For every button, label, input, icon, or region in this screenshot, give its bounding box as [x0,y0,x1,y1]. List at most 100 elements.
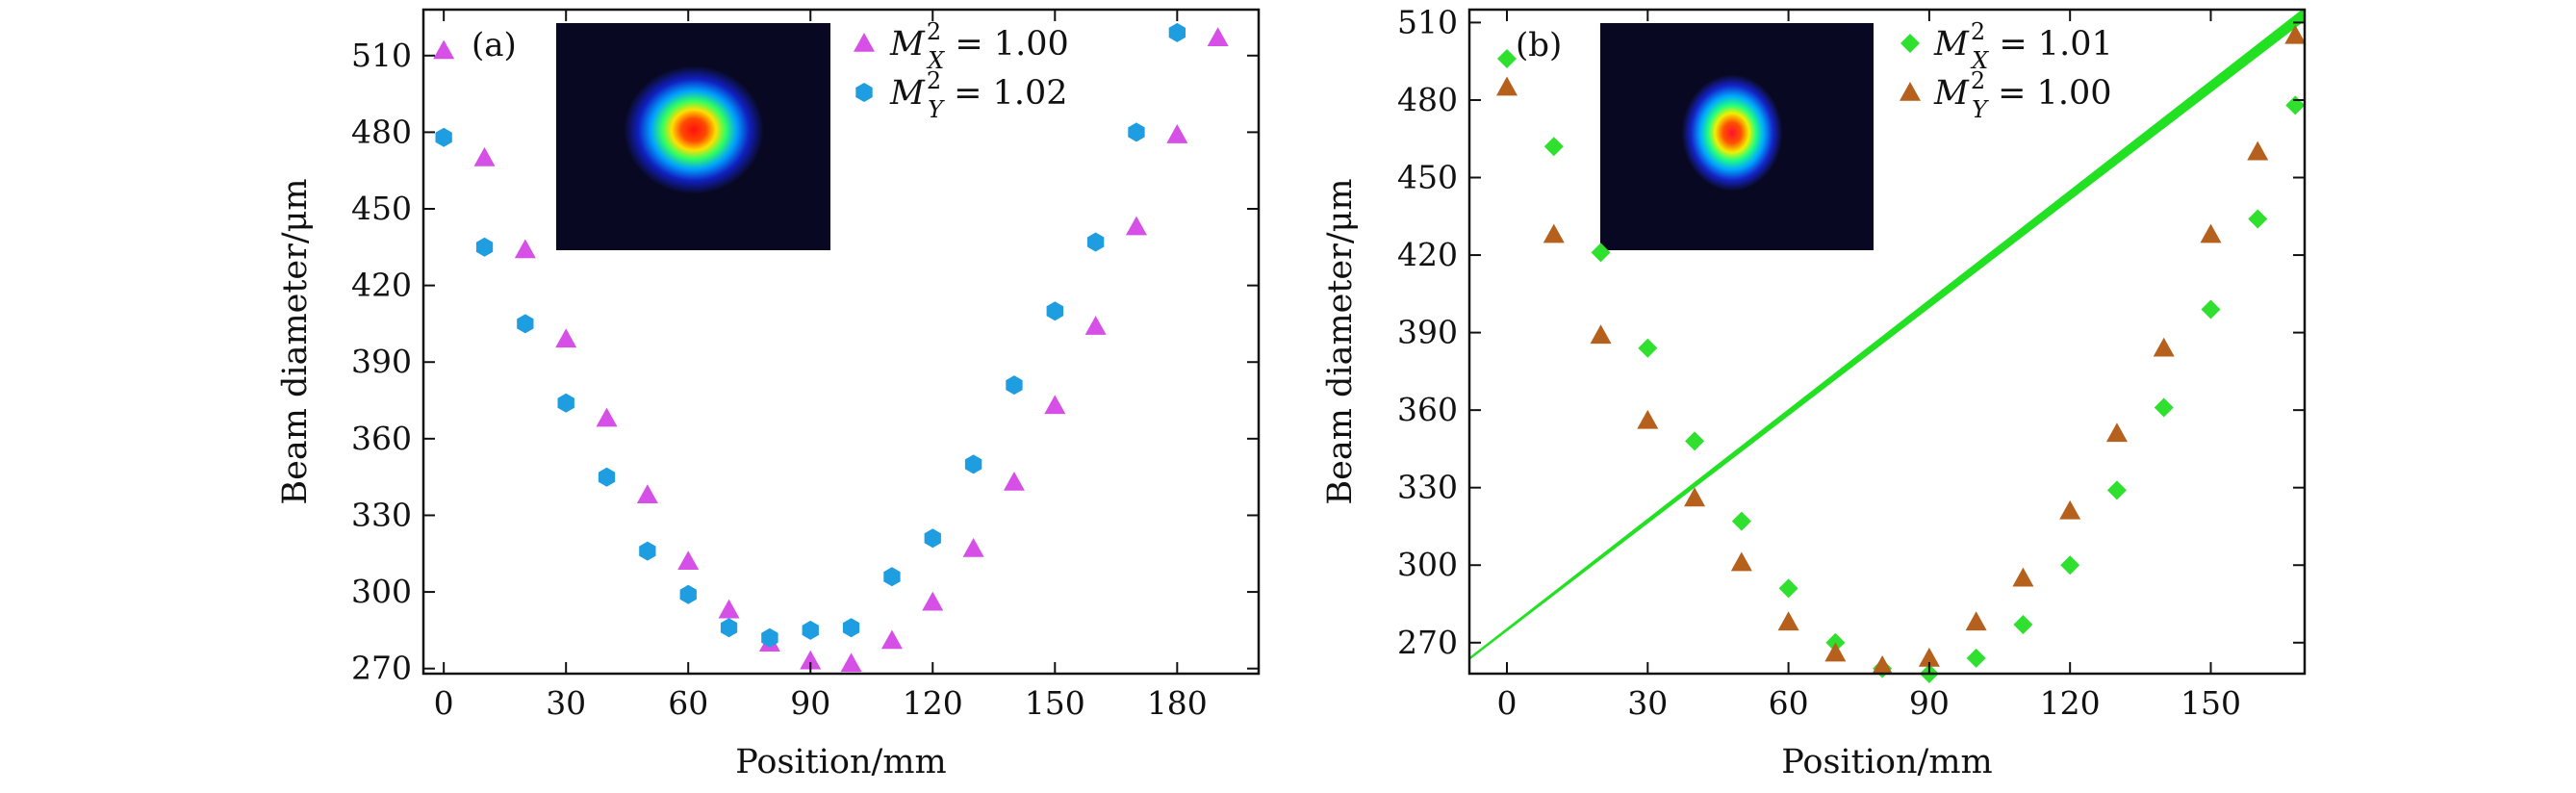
data-point-a-m2x-90 [800,650,822,670]
y-tick-label-b-300: 300 [1397,546,1458,583]
data-point-a-m2y-10 [475,237,494,257]
data-point-b-m2x-100 [1966,648,1986,668]
y-tick-label-a-360: 360 [351,420,412,457]
legend-entry-a-mx: M2 X = 1.00 [854,18,1069,74]
data-point-a-m2y-100 [842,618,860,638]
y-tick-label-b-330: 330 [1397,469,1458,506]
x-tick-label-a-120: 120 [903,684,963,722]
x-tick-label-a-60: 60 [668,684,708,722]
legend-entry-a-my: M2 Y = 1.02 [855,67,1067,123]
data-point-a-m2y-80 [761,627,778,648]
plot-frame-b [1467,8,2307,676]
data-point-a-m2x-110 [880,629,903,650]
data-point-a-m2y-70 [720,618,738,638]
data-point-a-m2y-140 [1006,375,1023,396]
data-point-b-m2x-150 [2201,299,2221,320]
y-tick-label-a-480: 480 [351,113,412,150]
data-point-b-m2y-20 [1590,324,1612,345]
data-point-b-m2x-168 [2285,95,2306,115]
data-point-b-m2y-50 [1730,551,1752,572]
x-tick-label-b-60: 60 [1769,684,1809,722]
y-tick-label-b-390: 390 [1397,314,1458,351]
x-tick-label-b-90: 90 [1909,684,1950,722]
panel-label-b: (b) [1516,26,1562,64]
data-point-b-m2y-30 [1637,409,1659,429]
svg-text:M2Y = 1.00: M2 Y = 1.00 [1933,67,2111,123]
data-point-b-m2y-0 [1496,76,1518,96]
data-point-a-m2x-0 [433,39,455,60]
y-tick-label-a-510: 510 [351,37,412,74]
data-point-b-m2y-10 [1543,223,1565,243]
data-point-b-m2x-50 [1731,511,1751,531]
data-point-b-m2y-150 [2200,223,2222,243]
data-point-a-m2y-50 [639,541,656,561]
x-tick-label-a-90: 90 [790,684,830,722]
x-tick-label-b-150: 150 [2181,684,2241,722]
data-point-b-m2y-80 [1872,654,1894,675]
svg-text:M2X = 1.00: M2 X = 1.00 [889,18,1069,74]
data-point-a-m2x-20 [514,239,536,259]
data-point-a-m2x-140 [1003,471,1025,491]
data-point-a-m2y-20 [517,314,534,334]
data-point-a-m2x-60 [677,550,700,571]
legend-entry-b-my: M2 Y = 1.00 [1900,67,2111,123]
data-point-a-m2x-180 [1166,124,1188,143]
data-point-a-m2x-40 [596,407,618,427]
data-point-a-m2x-100 [840,652,862,673]
data-point-b-m2y-100 [1965,611,1987,631]
x-tick-label-a-30: 30 [546,684,586,722]
data-point-b-m2y-60 [1777,611,1799,631]
x-tick-label-b-30: 30 [1627,684,1668,722]
data-point-b-m2x-30 [1638,338,1658,358]
data-point-a-m2y-120 [924,528,941,549]
legend-marker-a-m2x [854,33,875,52]
data-point-b-m2x-110 [2013,614,2033,634]
y-tick-label-a-330: 330 [351,496,412,533]
data-point-a-m2x-50 [636,484,658,504]
data-point-b-m2x-60 [1778,578,1798,599]
x-axis-title-b: Position/mm [1781,743,1992,781]
svg-text:M2Y = 1.02: M2 Y = 1.02 [889,67,1067,123]
data-point-b-m2y-120 [2059,499,2081,520]
data-point-a-m2y-170 [1128,122,1145,142]
x-tick-label-a-150: 150 [1025,684,1085,722]
y-tick-label-a-270: 270 [351,650,412,687]
legend-a: M2 X = 1.00 M2 Y = 1.02 [854,18,1069,123]
data-point-a-m2y-30 [557,393,574,413]
y-tick-label-a-420: 420 [351,267,412,304]
chart-panel-b: 0 30 60 90 120 150 270 300 330 360 390 420 450 480 510… [1321,3,2307,781]
data-point-a-m2y-130 [964,454,982,474]
data-point-a-m2x-30 [555,328,577,348]
legend-marker-b-m2y [1900,82,1921,101]
data-point-b-m2x-160 [2248,209,2268,229]
overlay-line-b [1469,10,2305,660]
x-tick-label-a-0: 0 [434,684,454,722]
legend-b: M2 X = 1.01 M2 Y = 1.00 [1900,18,2113,123]
beam-profile-inset-b [1600,23,1874,250]
y-tick-label-b-360: 360 [1397,391,1458,428]
svg-text:M2X = 1.01: M2 X = 1.01 [1933,18,2113,74]
data-point-a-m2x-170 [1125,216,1147,236]
y-tick-label-a-450: 450 [351,190,412,227]
data-point-a-m2y-60 [679,584,697,604]
data-point-a-m2y-110 [883,567,901,587]
data-point-a-m2x-190 [1207,27,1229,46]
data-point-b-m2y-160 [2247,141,2269,161]
data-point-a-m2y-180 [1168,22,1186,42]
data-point-a-m2x-130 [962,537,984,557]
plot-frame-a [421,8,1261,676]
legend-entry-b-mx: M2 X = 1.01 [1900,18,2113,74]
data-point-a-m2y-160 [1087,232,1105,252]
data-point-a-m2y-0 [435,127,452,147]
data-point-a-m2x-70 [718,599,740,619]
chart-panel-a: 0 30 60 90 120 150 180 270 300 330 360 390 420 450 480… [276,8,1261,781]
data-point-b-m2x-0 [1497,49,1518,69]
y-tick-label-b-420: 420 [1397,236,1458,273]
data-point-b-m2x-40 [1685,431,1705,451]
data-point-a-m2y-40 [598,467,616,487]
data-point-b-m2y-130 [2105,422,2128,443]
data-point-b-m2y-110 [2012,567,2034,587]
y-axis-title-b: Beam diameter/μm [1321,178,1360,504]
